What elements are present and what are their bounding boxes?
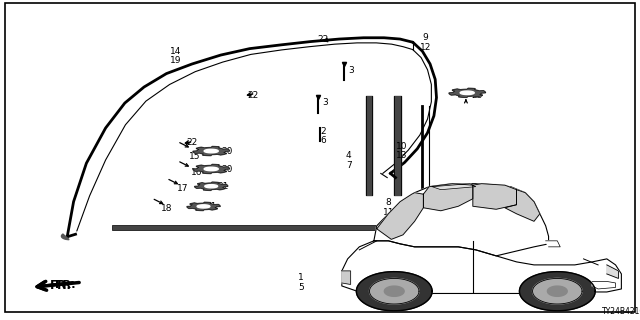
Text: 15: 15 xyxy=(189,152,201,161)
Polygon shape xyxy=(195,182,228,190)
Polygon shape xyxy=(204,167,218,171)
Text: 10
13: 10 13 xyxy=(396,142,408,160)
Polygon shape xyxy=(449,88,486,97)
Polygon shape xyxy=(432,184,476,190)
Text: FR.: FR. xyxy=(50,279,72,292)
Text: 23: 23 xyxy=(471,92,483,100)
Text: 1
5: 1 5 xyxy=(298,273,303,292)
Bar xyxy=(112,225,415,230)
Text: 21: 21 xyxy=(205,202,217,211)
Polygon shape xyxy=(193,147,230,156)
Polygon shape xyxy=(547,286,567,296)
Polygon shape xyxy=(197,205,210,208)
Polygon shape xyxy=(592,282,616,289)
Polygon shape xyxy=(473,184,516,209)
Text: 3: 3 xyxy=(323,98,328,107)
Polygon shape xyxy=(385,286,404,296)
Text: 3: 3 xyxy=(348,66,353,75)
Text: 18: 18 xyxy=(161,204,172,213)
Text: 22: 22 xyxy=(186,138,198,147)
Text: 2
6: 2 6 xyxy=(321,127,326,145)
Polygon shape xyxy=(520,272,595,311)
Text: 20: 20 xyxy=(221,165,233,174)
Text: 21: 21 xyxy=(217,182,228,191)
Polygon shape xyxy=(205,185,218,188)
Polygon shape xyxy=(460,91,474,94)
Text: 9
12: 9 12 xyxy=(420,33,431,52)
Polygon shape xyxy=(505,190,540,221)
Polygon shape xyxy=(377,193,424,239)
Text: 22: 22 xyxy=(247,92,259,100)
Text: 16: 16 xyxy=(191,168,203,177)
Polygon shape xyxy=(369,278,419,304)
Polygon shape xyxy=(607,265,618,278)
Text: 14
19: 14 19 xyxy=(170,47,182,65)
Polygon shape xyxy=(424,184,473,211)
Text: 17: 17 xyxy=(177,184,188,193)
Polygon shape xyxy=(187,202,220,211)
Polygon shape xyxy=(374,184,548,256)
Polygon shape xyxy=(532,278,582,304)
Text: 4
7: 4 7 xyxy=(346,151,351,170)
Polygon shape xyxy=(356,272,432,311)
Polygon shape xyxy=(61,234,69,240)
Text: 20: 20 xyxy=(221,147,233,156)
Polygon shape xyxy=(204,149,218,153)
Polygon shape xyxy=(193,164,230,173)
Text: FR.: FR. xyxy=(55,280,76,291)
Polygon shape xyxy=(342,271,351,284)
Text: 22: 22 xyxy=(317,36,329,44)
Polygon shape xyxy=(342,241,621,293)
Text: 8
11: 8 11 xyxy=(383,198,394,217)
Text: TY24B4210: TY24B4210 xyxy=(602,307,640,316)
Polygon shape xyxy=(546,241,560,247)
